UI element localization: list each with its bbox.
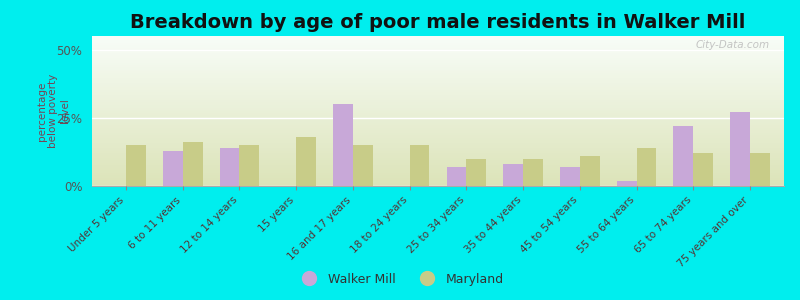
Bar — [92, 53, 784, 56]
Bar — [92, 173, 784, 176]
Bar — [92, 166, 784, 169]
Bar — [617, 181, 637, 186]
Bar — [92, 134, 784, 136]
Bar — [560, 167, 580, 186]
Bar — [92, 106, 784, 109]
Bar — [92, 38, 784, 41]
Bar — [92, 176, 784, 178]
Bar — [92, 86, 784, 88]
Bar — [92, 44, 784, 46]
Bar — [163, 151, 182, 186]
Bar — [750, 153, 770, 186]
Bar — [92, 41, 784, 43]
Bar — [92, 143, 784, 146]
Bar — [92, 126, 784, 128]
Bar — [220, 148, 239, 186]
Bar — [694, 153, 713, 186]
Bar — [92, 61, 784, 64]
Bar — [296, 137, 316, 186]
Bar — [92, 51, 784, 53]
Bar — [92, 103, 784, 106]
Bar — [92, 154, 784, 156]
Bar — [92, 46, 784, 49]
Bar — [466, 159, 486, 186]
Legend: Walker Mill, Maryland: Walker Mill, Maryland — [291, 268, 509, 291]
Bar — [92, 64, 784, 66]
Bar — [92, 76, 784, 79]
Bar — [92, 139, 784, 141]
Text: City-Data.com: City-Data.com — [696, 40, 770, 50]
Bar — [92, 128, 784, 131]
Bar — [503, 164, 523, 186]
Bar — [92, 164, 784, 166]
Bar — [92, 96, 784, 98]
Bar — [92, 146, 784, 148]
Bar — [674, 126, 694, 186]
Bar — [410, 145, 430, 186]
Bar — [92, 181, 784, 184]
Bar — [92, 113, 784, 116]
Bar — [182, 142, 202, 186]
Bar — [92, 121, 784, 124]
Bar — [92, 131, 784, 134]
Bar — [92, 109, 784, 111]
Bar — [92, 81, 784, 83]
Bar — [92, 49, 784, 51]
Bar — [92, 58, 784, 61]
Bar — [92, 178, 784, 181]
Bar — [730, 112, 750, 186]
Bar — [92, 118, 784, 121]
Bar — [446, 167, 466, 186]
Bar — [580, 156, 600, 186]
Bar — [353, 145, 373, 186]
Bar — [92, 88, 784, 91]
Bar — [92, 171, 784, 173]
Bar — [92, 169, 784, 171]
Bar — [92, 66, 784, 68]
Bar — [92, 83, 784, 86]
Bar — [92, 36, 784, 38]
Bar — [92, 136, 784, 139]
Bar — [523, 159, 543, 186]
Bar — [92, 56, 784, 58]
Bar — [92, 79, 784, 81]
Bar — [92, 141, 784, 143]
Bar — [92, 116, 784, 119]
Bar — [92, 148, 784, 151]
Bar — [92, 151, 784, 154]
Y-axis label: percentage
below poverty
level: percentage below poverty level — [37, 74, 70, 148]
Bar — [239, 145, 259, 186]
Bar — [92, 91, 784, 94]
Bar — [92, 156, 784, 158]
Title: Breakdown by age of poor male residents in Walker Mill: Breakdown by age of poor male residents … — [130, 13, 746, 32]
Bar — [92, 94, 784, 96]
Bar — [637, 148, 656, 186]
Bar — [92, 71, 784, 74]
Bar — [126, 145, 146, 186]
Bar — [333, 104, 353, 186]
Bar — [92, 68, 784, 71]
Bar — [92, 111, 784, 113]
Bar — [92, 124, 784, 126]
Bar — [92, 98, 784, 101]
Bar — [92, 101, 784, 104]
Bar — [92, 184, 784, 186]
Bar — [92, 161, 784, 164]
Bar — [92, 74, 784, 76]
Bar — [92, 158, 784, 161]
